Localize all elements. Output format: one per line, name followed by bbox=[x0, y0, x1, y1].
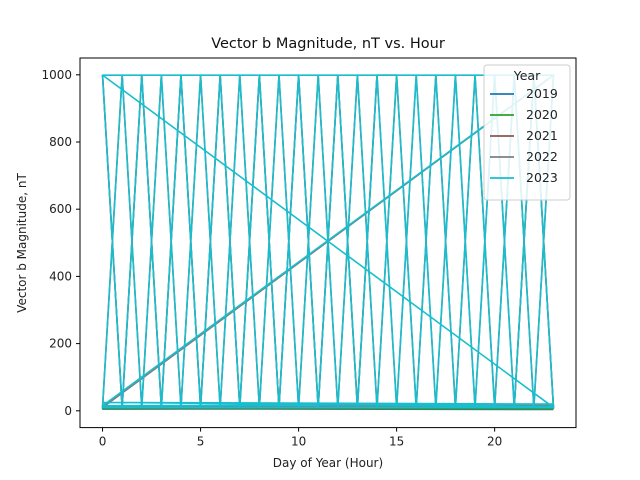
legend-box bbox=[483, 64, 571, 201]
x-tick-label: 0 bbox=[99, 435, 107, 449]
y-axis: 0 200 400 600 800 1000 bbox=[41, 68, 80, 418]
x-axis: 0 5 10 15 20 bbox=[99, 427, 502, 449]
chart-title: Vector b Magnitude, nT vs. Hour bbox=[211, 36, 445, 52]
legend-title: Year bbox=[513, 68, 541, 83]
y-axis-label: Vector b Magnitude, nT bbox=[15, 173, 29, 313]
legend-label-2021: 2021 bbox=[526, 128, 558, 143]
y-tick-label: 600 bbox=[49, 202, 72, 216]
legend-label-2023: 2023 bbox=[526, 170, 558, 185]
y-tick-label: 400 bbox=[49, 269, 72, 283]
y-tick-label: 800 bbox=[49, 135, 72, 149]
x-tick-label: 15 bbox=[389, 435, 404, 449]
x-tick-label: 20 bbox=[487, 435, 502, 449]
x-tick-label: 5 bbox=[197, 435, 205, 449]
legend-label-2019: 2019 bbox=[526, 86, 558, 101]
legend-label-2022: 2022 bbox=[526, 149, 558, 164]
legend-label-2020: 2020 bbox=[526, 107, 558, 122]
y-tick-label: 1000 bbox=[41, 68, 72, 82]
legend: Year 2019 2020 2021 2022 2023 bbox=[483, 64, 571, 201]
y-tick-label: 200 bbox=[49, 337, 72, 351]
y-tick-label: 0 bbox=[64, 404, 72, 418]
x-tick-label: 10 bbox=[291, 435, 306, 449]
x-axis-label: Day of Year (Hour) bbox=[273, 456, 383, 470]
plot-frame bbox=[79, 57, 577, 429]
